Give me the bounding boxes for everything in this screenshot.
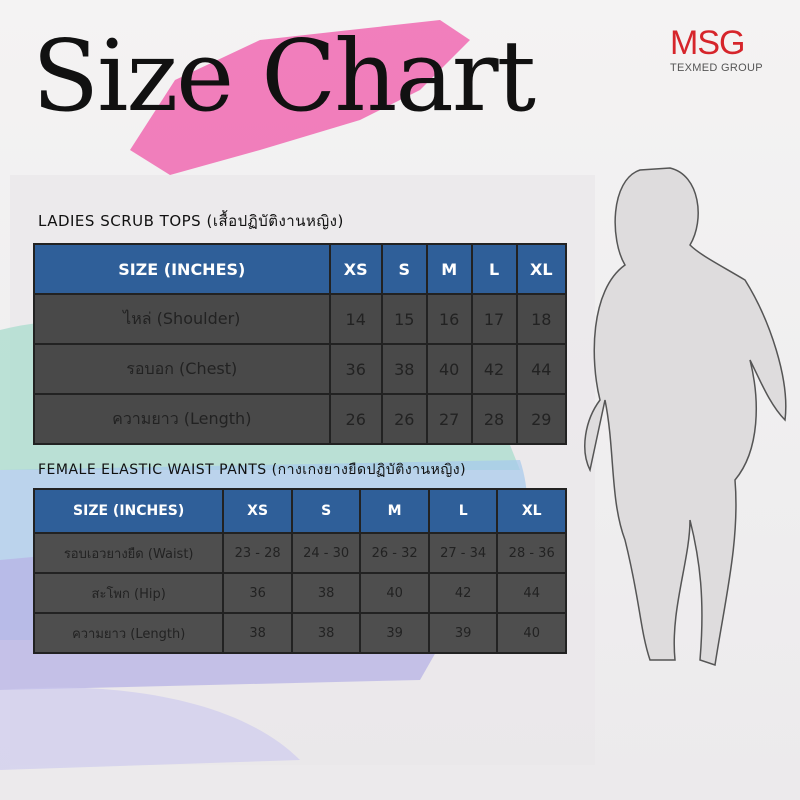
title: Size Chart [32,20,536,134]
cell: 16 [427,295,471,343]
cell: 23 - 28 [224,534,291,572]
table-row: รอบเอวยางยืด (Waist) 23 - 28 24 - 30 26 - 3… [35,534,565,572]
cell: 17 [472,295,516,343]
logo-subtitle: TEXMED GROUP [670,62,763,74]
row-label: รอบเอวยางยืด (Waist) [35,534,223,572]
cell: 36 [224,574,291,612]
cell: 29 [517,395,565,443]
size-table: SIZE (INCHES) XS S M L XL ไหล่ (Shoulder) 14 15 1… [33,243,567,445]
cell: 18 [517,295,565,343]
section-heading: FEMALE ELASTIC WAIST PANTS (กางเกงยางยืด… [38,462,467,478]
row-label: ไหล่ (Shoulder) [35,295,329,343]
cell: 28 - 36 [498,534,565,572]
column-header: XS [330,245,381,293]
column-header: S [292,490,360,532]
row-label: สะโพก (Hip) [35,574,223,612]
cell: 36 [330,345,381,393]
logo: MSG TEXMED GROUP [670,26,763,74]
column-header: M [361,490,428,532]
cell: 15 [382,295,426,343]
column-header: SIZE (INCHES) [35,490,223,532]
row-label: รอบอก (Chest) [35,345,329,393]
cell: 26 [330,395,381,443]
table-row: ความยาว (Length) 38 38 39 39 40 [35,614,565,652]
column-header: XL [498,490,565,532]
cell: 27 [427,395,471,443]
cell: 28 [472,395,516,443]
cell: 38 [224,614,291,652]
row-label: ความยาว (Length) [35,614,223,652]
cell: 42 [429,574,497,612]
header-row: SIZE (INCHES) XS S M L XL [35,490,565,532]
logo-text: MSG [670,24,745,62]
size-table: SIZE (INCHES) XS S M L XL รอบเอวยางยืด (Waist)… [33,488,567,654]
cell: 14 [330,295,381,343]
column-header: SIZE (INCHES) [35,245,329,293]
cell: 26 [382,395,426,443]
cell: 27 - 34 [429,534,497,572]
column-header: L [472,245,516,293]
cell: 40 [361,574,428,612]
cell: 38 [292,614,360,652]
cell: 40 [498,614,565,652]
cell: 40 [427,345,471,393]
cell: 39 [429,614,497,652]
row-label: ความยาว (Length) [35,395,329,443]
column-header: XS [224,490,291,532]
header-row: SIZE (INCHES) XS S M L XL [35,245,565,293]
cell: 42 [472,345,516,393]
cell: 26 - 32 [361,534,428,572]
table-row: ไหล่ (Shoulder) 14 15 16 17 18 [35,295,565,343]
table-row: ความยาว (Length) 26 26 27 28 29 [35,395,565,443]
column-header: XL [517,245,565,293]
cell: 38 [382,345,426,393]
cell: 44 [517,345,565,393]
column-header: S [382,245,426,293]
cell: 24 - 30 [292,534,360,572]
cell: 39 [361,614,428,652]
table-row: สะโพก (Hip) 36 38 40 42 44 [35,574,565,612]
column-header: M [427,245,471,293]
table-row: รอบอก (Chest) 36 38 40 42 44 [35,345,565,393]
cell: 38 [292,574,360,612]
column-header: L [429,490,497,532]
section-heading: LADIES SCRUB TOPS (เสื้อปฏิบัติงานหญิง) [38,212,344,230]
cell: 44 [498,574,565,612]
